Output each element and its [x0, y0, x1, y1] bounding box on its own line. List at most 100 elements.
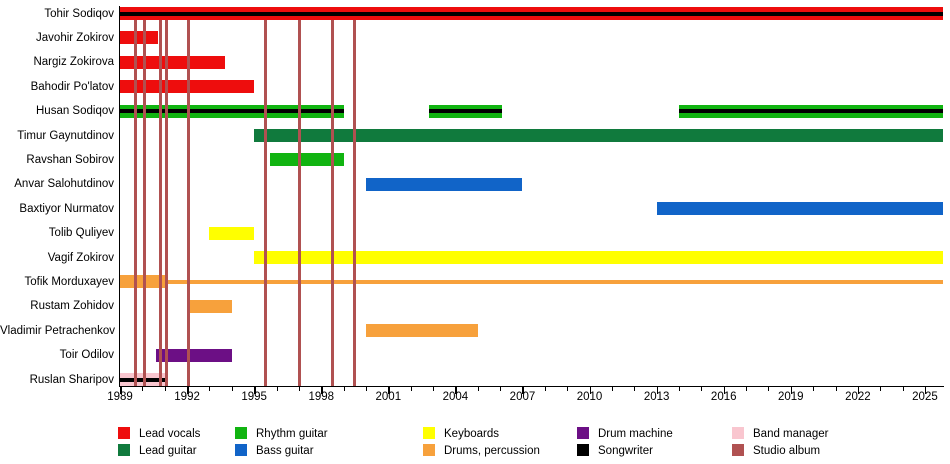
major-tick [924, 387, 927, 394]
timeline-bar [155, 348, 232, 362]
major-tick [656, 387, 659, 394]
legend-label: Rhythm guitar [256, 428, 328, 440]
minor-tick [477, 387, 479, 391]
member-label: Ravshan Sobirov [26, 153, 114, 166]
member-label: Vagif Zokirov [47, 251, 114, 264]
legend-label: Keyboards [444, 428, 499, 440]
member-label: Javohir Zokirov [36, 31, 114, 44]
legend-label: Bass guitar [256, 445, 314, 457]
x-axis-year-label: 2013 [643, 391, 670, 403]
member-label: Vladimir Petrachenkov [0, 324, 116, 337]
timeline-bar [120, 7, 943, 20]
timeline-bar [187, 299, 232, 313]
songwriter-stripe [679, 109, 943, 114]
major-tick [589, 387, 592, 394]
timeline-bar [679, 104, 943, 118]
member-label: Bahodir Po'latov [30, 80, 114, 93]
studio-album-line [263, 19, 267, 386]
legend-label: Lead guitar [139, 445, 197, 457]
major-tick [120, 387, 122, 394]
minor-tick [276, 387, 278, 391]
timeline-bar [365, 324, 478, 338]
x-axis-year-label: 1995 [241, 391, 267, 403]
timeline-bar [254, 129, 943, 142]
minor-tick [298, 387, 300, 391]
legend-label: Drums, percussion [444, 445, 540, 457]
x-axis-year-label: 1989 [107, 391, 133, 403]
x-axis-year-label: 2004 [442, 391, 469, 403]
minor-tick [500, 387, 502, 391]
minor-tick [701, 387, 703, 391]
timeline-bar [166, 279, 943, 284]
x-axis-year-label: 2019 [778, 391, 804, 403]
major-tick [522, 387, 524, 394]
minor-tick [679, 387, 680, 391]
major-tick [254, 387, 256, 394]
member-label: Tohir Sodiqov [44, 7, 114, 20]
member-label: Husan Sodiqov [36, 105, 114, 118]
legend-swatch [118, 444, 130, 456]
member-label: Rustam Zohidov [30, 300, 114, 313]
minor-tick [813, 387, 815, 391]
member-label: Toir Odilov [59, 349, 114, 362]
member-label: Tolib Quliyev [48, 227, 114, 240]
minor-tick [164, 387, 166, 391]
major-tick [455, 387, 457, 394]
x-axis-year-label: 2010 [576, 391, 603, 403]
legend-swatch [235, 427, 247, 439]
minor-tick [835, 387, 837, 391]
minor-tick [410, 387, 412, 391]
timeline-bar [269, 153, 344, 167]
member-label: Timur Gaynutdinov [17, 129, 114, 142]
y-axis [118, 6, 120, 387]
minor-tick [611, 387, 613, 391]
studio-album-line [298, 19, 302, 386]
songwriter-stripe [428, 109, 503, 114]
minor-tick [231, 387, 233, 391]
legend-label: Band manager [753, 428, 829, 440]
x-axis-year-label: 2007 [509, 391, 536, 403]
x-axis-year-label: 2016 [710, 391, 737, 403]
major-tick [790, 387, 793, 394]
minor-tick [209, 387, 211, 391]
legend-swatch [235, 444, 247, 456]
legend-swatch [577, 444, 589, 456]
songwriter-stripe [120, 109, 344, 114]
x-axis-year-label: 2025 [912, 391, 938, 403]
member-label: Tofik Morduxayev [24, 275, 114, 288]
songwriter-stripe [120, 11, 943, 16]
member-label: Anvar Salohutdinov [14, 178, 114, 191]
minor-tick [634, 387, 636, 391]
minor-tick [365, 387, 367, 391]
minor-tick [746, 387, 748, 391]
minor-tick [902, 387, 904, 391]
minor-tick [880, 387, 882, 391]
legend-label: Drum machine [598, 428, 673, 440]
x-axis-year-label: 2022 [845, 391, 871, 403]
timeline-bar [120, 104, 344, 118]
minor-tick [142, 387, 144, 391]
minor-tick [433, 387, 435, 391]
major-tick [388, 387, 390, 394]
studio-album-line [134, 19, 138, 386]
x-axis-year-label: 1998 [308, 391, 335, 403]
timeline-bar [120, 55, 226, 69]
studio-album-line [158, 19, 162, 386]
major-tick [321, 387, 323, 394]
legend-swatch [732, 444, 744, 456]
member-label: Baxtiyor Nurmatov [19, 202, 114, 215]
legend-swatch [423, 444, 435, 456]
studio-album-line [143, 19, 147, 386]
timeline-bar [428, 104, 503, 118]
x-axis-year-label: 1992 [174, 391, 200, 403]
legend-label: Studio album [753, 445, 821, 457]
timeline-bar [209, 226, 255, 240]
member-label: Nargiz Zokirova [33, 56, 114, 69]
studio-album-line [353, 19, 357, 386]
studio-album-line [186, 19, 190, 386]
minor-tick [544, 387, 546, 391]
major-tick [723, 387, 726, 394]
studio-album-line [165, 19, 169, 386]
